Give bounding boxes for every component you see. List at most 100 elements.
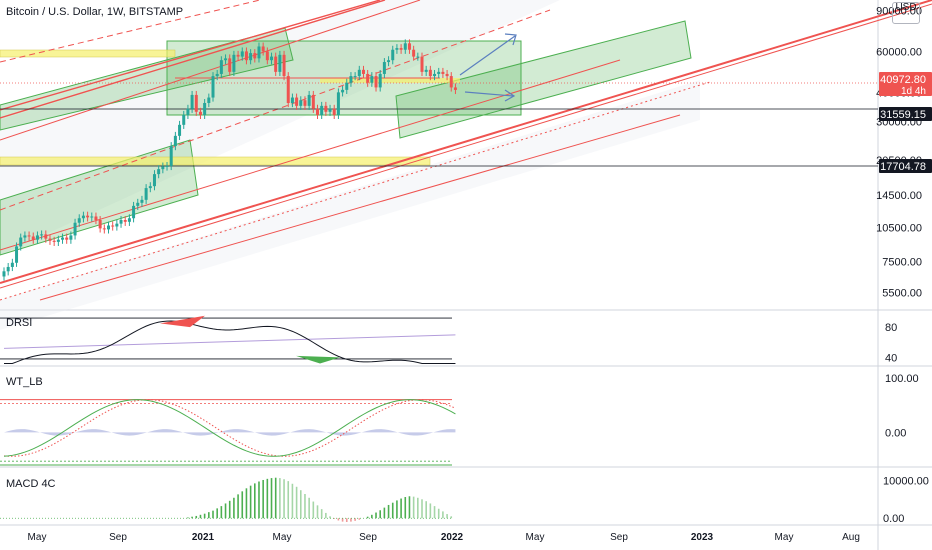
- candle-body: [15, 246, 19, 263]
- candle-body: [399, 48, 403, 50]
- candle-body: [40, 234, 44, 236]
- candle-body: [366, 73, 370, 83]
- projection-arrowhead-flat: [504, 89, 516, 102]
- time-tick-label: Sep: [109, 532, 127, 543]
- candle-body: [387, 60, 391, 63]
- candle-body: [152, 174, 156, 187]
- candle-body: [303, 100, 307, 106]
- candle-body: [2, 271, 6, 277]
- price-tag: [879, 107, 932, 121]
- candle-body: [249, 53, 253, 61]
- time-tick-label: 2021: [192, 532, 215, 543]
- candle-body: [307, 94, 311, 106]
- price-tag: [879, 159, 932, 173]
- macd-label: MACD 4C: [6, 478, 56, 490]
- candle-body: [136, 202, 140, 206]
- candle-body: [282, 54, 286, 77]
- candle-body: [253, 53, 257, 59]
- candle-body: [69, 235, 73, 240]
- candle-body: [374, 76, 378, 88]
- wt-tick-label: 0.00: [885, 427, 906, 439]
- green-box-upper-left: [0, 27, 294, 131]
- channel-line: [0, 81, 711, 301]
- candle-body: [203, 102, 207, 115]
- candle-body: [416, 56, 420, 58]
- candle-body: [370, 76, 374, 83]
- candle-body: [148, 186, 152, 189]
- candle-body: [48, 238, 52, 241]
- candle-body: [382, 62, 386, 74]
- candle-body: [94, 216, 98, 221]
- candle-body: [278, 54, 282, 72]
- candle-body: [290, 97, 294, 103]
- time-tick-label: 2022: [441, 532, 464, 543]
- candles: [2, 39, 457, 281]
- drsi-oversold-fill: [296, 355, 340, 364]
- time-tick-label: May: [273, 532, 292, 543]
- candle-body: [144, 188, 148, 200]
- channel-line: [0, 9, 551, 211]
- yellow-zone-upper: [0, 49, 176, 58]
- price-tick-label: 60000.00: [876, 46, 922, 58]
- candle-body: [23, 235, 27, 238]
- price-tick-label: 10500.00: [876, 222, 922, 234]
- channel-line: [0, 0, 386, 119]
- candle-body: [52, 240, 56, 242]
- wt-label: WT_LB: [6, 376, 43, 388]
- candle-body: [31, 236, 35, 240]
- candle-body: [56, 239, 60, 242]
- candle-body: [224, 58, 228, 61]
- candle-body: [115, 223, 119, 227]
- channel-line: [0, 0, 381, 111]
- candle-body: [295, 97, 299, 106]
- candle-body: [173, 135, 177, 147]
- drsi-label: DRSI: [6, 317, 33, 329]
- candle-body: [86, 215, 90, 218]
- drsi-signal-line: [3, 334, 456, 349]
- price-tick-label: 14500.00: [876, 190, 922, 202]
- candle-body: [111, 225, 115, 227]
- currency-unit-box[interactable]: USD: [892, 2, 920, 24]
- candle-body: [228, 58, 232, 72]
- price-tag-countdown: 1d 4h: [901, 86, 926, 97]
- projection-arrowhead-up: [504, 33, 517, 46]
- drsi-overbought-fill: [160, 315, 205, 328]
- wt-line: [3, 399, 456, 457]
- candle-body: [403, 43, 407, 50]
- candle-body: [19, 237, 23, 247]
- candle-body: [257, 46, 261, 59]
- candle-body: [437, 71, 441, 74]
- candle-body: [157, 169, 161, 175]
- candle-body: [186, 108, 190, 115]
- candle-body: [353, 76, 357, 78]
- candle-body: [445, 73, 449, 77]
- channel-band-lower: [0, 80, 700, 330]
- candle-body: [244, 51, 248, 61]
- channel-line: [0, 0, 421, 141]
- candle-body: [190, 94, 194, 109]
- candle-body: [119, 220, 123, 224]
- drsi-line: [4, 320, 456, 364]
- wt-histogram-area: [0, 429, 456, 436]
- projection-arrow-up: [459, 35, 516, 76]
- candle-body: [232, 54, 236, 72]
- candle-body: [123, 220, 127, 222]
- candle-body: [407, 43, 411, 50]
- projection-arrow-flat: [464, 91, 514, 97]
- candle-body: [211, 76, 215, 98]
- drawings-layer: [0, 0, 932, 330]
- candle-body: [316, 108, 319, 115]
- candle-body: [98, 220, 102, 229]
- price-tick-label: 7500.00: [882, 256, 922, 268]
- time-tick-label: Aug: [842, 532, 860, 543]
- candle-body: [274, 56, 278, 72]
- candle-body: [161, 166, 165, 170]
- time-tick-label: May: [526, 532, 545, 543]
- candle-body: [90, 216, 94, 218]
- price-tag: [879, 72, 932, 96]
- candle-body: [311, 94, 315, 109]
- drsi-tick-label: 40: [885, 352, 897, 364]
- candle-body: [332, 108, 336, 115]
- macd-tick-label: 0.00: [883, 513, 904, 525]
